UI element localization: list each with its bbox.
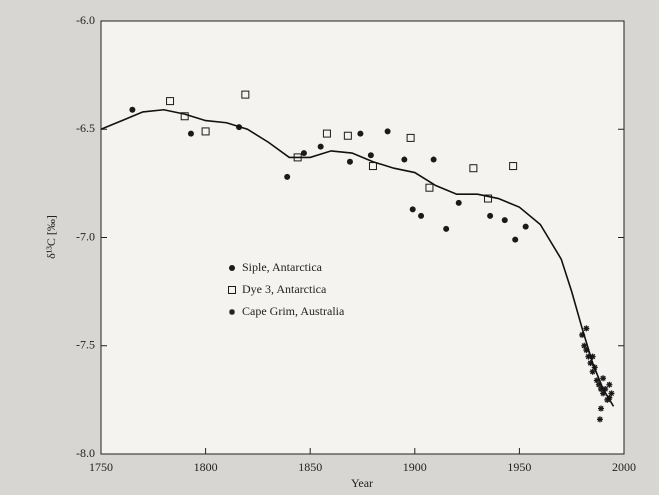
point: [187, 130, 194, 137]
point: [593, 377, 600, 384]
y-axis-label: δ¹³C [‰]: [44, 215, 58, 259]
x-tick-label: 1850: [298, 460, 322, 474]
point: [583, 325, 590, 332]
x-tick-label: 1750: [89, 460, 113, 474]
point: [343, 131, 352, 140]
x-tick-label: 2000: [612, 460, 636, 474]
y-tick-label: -7.0: [76, 229, 95, 243]
y-tick-label: -8.0: [76, 446, 95, 460]
point: [583, 347, 590, 354]
point: [581, 342, 588, 349]
y-tick-label: -6.0: [76, 13, 95, 27]
point: [501, 217, 508, 224]
point: [180, 112, 189, 121]
point: [241, 90, 250, 99]
point: [425, 183, 434, 192]
point: [317, 143, 324, 150]
point: [346, 158, 353, 165]
legend-label: Cape Grim, Australia: [242, 304, 345, 318]
point: [469, 164, 478, 173]
point: [487, 212, 494, 219]
point: [512, 236, 519, 243]
point: [367, 152, 374, 159]
point: [597, 405, 604, 412]
legend-marker: [229, 309, 235, 315]
point: [606, 394, 613, 401]
point: [597, 386, 604, 393]
point: [443, 225, 450, 232]
x-tick-label: 1950: [507, 460, 531, 474]
point: [300, 150, 307, 157]
point: [595, 381, 602, 388]
point: [579, 331, 586, 338]
y-tick-label: -7.5: [76, 338, 95, 352]
point: [455, 199, 462, 206]
point: [284, 173, 291, 180]
point: [129, 106, 136, 113]
point: [201, 127, 210, 136]
plot-area: [100, 20, 625, 455]
point: [608, 390, 615, 397]
point: [418, 212, 425, 219]
point: [600, 375, 607, 382]
point: [585, 353, 592, 360]
fit-line: [100, 108, 615, 407]
point: [589, 353, 596, 360]
point: [357, 130, 364, 137]
legend-label: Dye 3, Antarctica: [242, 282, 327, 296]
point: [589, 368, 596, 375]
point: [406, 133, 415, 142]
point: [600, 390, 607, 397]
x-axis-label: Year: [351, 476, 373, 490]
point: [509, 162, 518, 171]
point: [522, 223, 529, 230]
point: [384, 128, 391, 135]
point: [587, 360, 594, 367]
point: [602, 386, 609, 393]
point: [166, 97, 175, 106]
x-tick-label: 1900: [403, 460, 427, 474]
legend-marker: [228, 286, 236, 294]
legend-marker: [229, 265, 235, 271]
point: [401, 156, 408, 163]
x-tick-label: 1800: [194, 460, 218, 474]
point: [409, 206, 416, 213]
point: [484, 194, 493, 203]
point: [606, 381, 613, 388]
legend-label: Siple, Antarctica: [242, 260, 323, 274]
point: [596, 416, 603, 423]
y-tick-label: -6.5: [76, 121, 95, 135]
point: [430, 156, 437, 163]
point: [322, 129, 331, 138]
